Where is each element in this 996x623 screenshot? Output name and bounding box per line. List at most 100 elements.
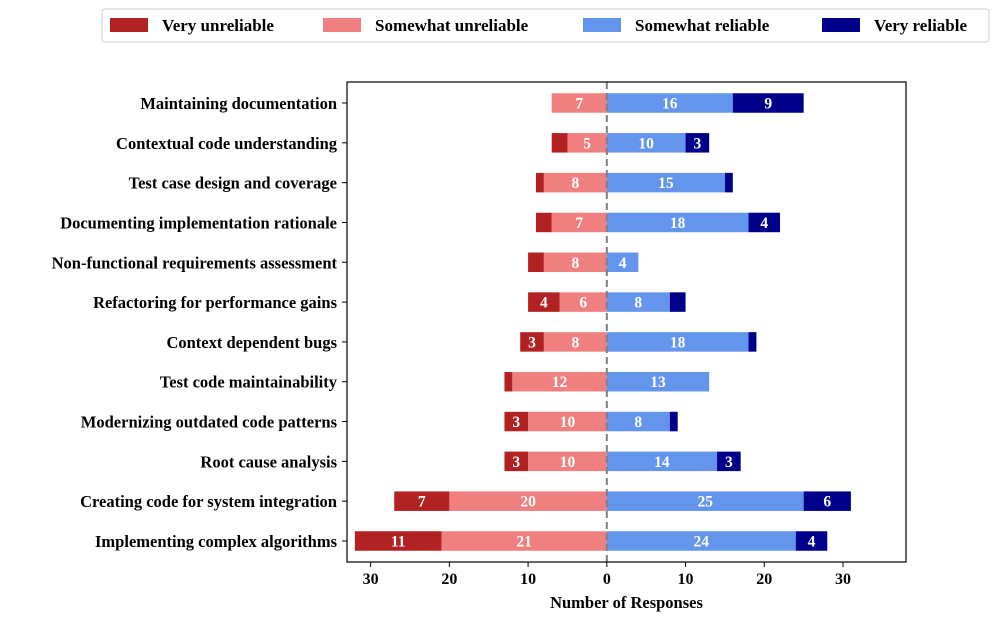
bar-value-label: 3 xyxy=(512,414,520,431)
bar-somewhat-unreliable-test-case-design-and-coverage xyxy=(543,172,607,193)
category-label: Test case design and coverage xyxy=(129,174,337,193)
legend-swatch-very-reliable xyxy=(822,18,860,32)
legend-label-very-unreliable: Very unreliable xyxy=(162,16,274,35)
bar-value-label: 18 xyxy=(670,215,686,232)
bar-somewhat-unreliable-contextual-code-understanding xyxy=(567,133,607,153)
bar-value-label: 8 xyxy=(634,414,642,431)
bar-value-label: 6 xyxy=(823,494,831,511)
bar-value-label: 15 xyxy=(658,175,674,192)
bar-value-label: 8 xyxy=(634,295,642,312)
bar-value-label: 25 xyxy=(697,494,713,511)
legend-label-somewhat-unreliable: Somewhat unreliable xyxy=(375,16,529,35)
category-label: Context dependent bugs xyxy=(166,333,337,352)
bar-very-unreliable-documenting-implementation-rationale xyxy=(535,212,552,233)
category-label: Modernizing outdated code patterns xyxy=(81,413,338,432)
bar-value-label: 6 xyxy=(579,295,587,312)
bar-very-reliable-context-dependent-bugs xyxy=(748,332,757,352)
legend-swatch-very-unreliable xyxy=(110,18,148,32)
x-tick-label: 30 xyxy=(835,571,851,588)
x-axis: 30 20 10 0 10 20 30 xyxy=(363,562,851,588)
bar-value-label: 3 xyxy=(693,135,701,152)
bar-very-unreliable-refactoring-for-performance-gains xyxy=(528,292,560,312)
bar-somewhat-unreliable-maintaining-documentation xyxy=(551,93,607,113)
bar-very-reliable-maintaining-documentation xyxy=(732,93,804,113)
x-tick-label: 10 xyxy=(678,571,694,588)
bar-value-label: 4 xyxy=(540,295,548,312)
bar-value-label: 3 xyxy=(512,454,520,471)
bar-value-label: 21 xyxy=(516,534,532,551)
bar-very-reliable-contextual-code-understanding xyxy=(685,133,710,153)
bar-somewhat-reliable-non-functional-requirements-assessment xyxy=(606,252,639,273)
bar-value-label: 4 xyxy=(619,255,627,272)
bar-value-label: 13 xyxy=(650,374,666,391)
bar-very-unreliable-contextual-code-understanding xyxy=(551,133,568,153)
legend: Very unreliable Somewhat unreliable Somewh… xyxy=(101,8,990,43)
bar-very-unreliable-test-code-maintainability xyxy=(504,371,513,392)
bar-value-label: 8 xyxy=(571,255,579,272)
legend-box xyxy=(101,8,990,43)
legend-label-somewhat-reliable: Somewhat reliable xyxy=(635,16,770,35)
bar-value-label: 3 xyxy=(528,334,536,351)
x-tick-label: 30 xyxy=(363,571,379,588)
bar-very-unreliable-implementing-complex-algorithms xyxy=(354,531,442,551)
category-label: Refactoring for performance gains xyxy=(93,293,338,312)
bar-value-label: 5 xyxy=(583,135,591,152)
bar-very-reliable-creating-code-for-system-integration xyxy=(803,491,851,511)
bar-somewhat-unreliable-context-dependent-bugs xyxy=(543,332,607,352)
bar-value-label: 8 xyxy=(571,334,579,351)
bar-value-label: 24 xyxy=(694,534,710,551)
bar-very-unreliable-non-functional-requirements-assessment xyxy=(528,252,544,273)
bar-value-label: 11 xyxy=(391,534,406,551)
bar-somewhat-reliable-context-dependent-bugs xyxy=(606,332,749,352)
category-label: Creating code for system integration xyxy=(80,492,337,511)
bar-very-reliable-modernizing-outdated-code-patterns xyxy=(669,411,678,432)
bar-value-label: 9 xyxy=(764,96,772,113)
bar-very-reliable-refactoring-for-performance-gains xyxy=(669,292,686,312)
bar-value-label: 12 xyxy=(552,374,568,391)
bar-value-label: 7 xyxy=(418,494,426,511)
legend-swatch-somewhat-reliable xyxy=(583,18,621,32)
bar-value-label: 7 xyxy=(575,96,583,113)
bar-somewhat-reliable-implementing-complex-algorithms xyxy=(606,531,796,551)
bar-value-label: 3 xyxy=(725,454,733,471)
bars-layer: 7 16 9 5 10 3 8 15 7 18 4 8 4 6 4 8 8 3 18 12 13 10 3 8 10 3 14 3 20… xyxy=(354,93,851,551)
x-tick-label: 0 xyxy=(603,571,611,588)
x-tick-label: 20 xyxy=(756,571,772,588)
bar-value-label: 10 xyxy=(560,414,576,431)
bar-somewhat-reliable-test-case-design-and-coverage xyxy=(606,172,725,193)
legend-swatch-somewhat-unreliable xyxy=(323,18,361,32)
bar-somewhat-unreliable-documenting-implementation-rationale xyxy=(551,212,607,233)
category-label: Test code maintainability xyxy=(160,373,338,392)
legend-label-very-reliable: Very reliable xyxy=(874,16,967,35)
bar-value-label: 20 xyxy=(520,494,536,511)
bar-value-label: 7 xyxy=(575,215,583,232)
x-axis-title: Number of Responses xyxy=(550,593,703,612)
plot-frame xyxy=(346,81,907,563)
category-label: Documenting implementation rationale xyxy=(60,213,337,232)
bar-value-label: 18 xyxy=(670,334,686,351)
bar-value-label: 4 xyxy=(808,534,816,551)
bar-somewhat-reliable-maintaining-documentation xyxy=(606,93,733,113)
bar-very-unreliable-modernizing-outdated-code-patterns xyxy=(504,411,529,432)
x-tick-label: 10 xyxy=(520,571,536,588)
bar-somewhat-reliable-modernizing-outdated-code-patterns xyxy=(606,411,670,432)
bar-somewhat-unreliable-implementing-complex-algorithms xyxy=(441,531,607,551)
category-label: Non-functional requirements assessment xyxy=(52,253,338,272)
bar-somewhat-unreliable-refactoring-for-performance-gains xyxy=(559,292,607,312)
bar-very-unreliable-test-case-design-and-coverage xyxy=(535,172,544,193)
category-label: Maintaining documentation xyxy=(140,94,337,113)
bar-somewhat-unreliable-root-cause-analysis xyxy=(528,451,607,472)
y-axis: Maintaining documentation Contextual code… xyxy=(52,94,347,551)
bar-value-label: 16 xyxy=(662,96,678,113)
bar-very-unreliable-creating-code-for-system-integration xyxy=(394,491,450,511)
bar-value-label: 8 xyxy=(571,175,579,192)
category-label: Implementing complex algorithms xyxy=(95,532,338,551)
bar-very-reliable-implementing-complex-algorithms xyxy=(795,531,828,551)
bar-somewhat-unreliable-test-code-maintainability xyxy=(512,371,607,392)
x-tick-label: 20 xyxy=(441,571,457,588)
bar-somewhat-reliable-refactoring-for-performance-gains xyxy=(606,292,670,312)
bar-value-label: 10 xyxy=(638,135,654,152)
category-label: Contextual code understanding xyxy=(116,134,338,153)
bar-value-label: 14 xyxy=(654,454,670,471)
bar-very-unreliable-root-cause-analysis xyxy=(504,451,529,472)
